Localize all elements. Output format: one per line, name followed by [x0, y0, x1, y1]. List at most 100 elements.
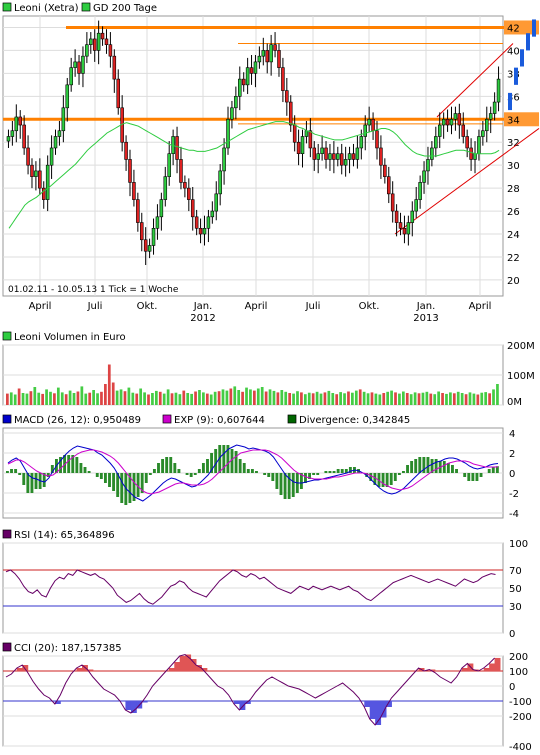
candle-body: [10, 130, 15, 137]
volume-bar: [127, 387, 131, 405]
highlight-level-badge: [504, 20, 539, 35]
highlight-level-label: 34: [507, 115, 520, 126]
candle-body: [406, 222, 411, 235]
volume-bar: [229, 388, 233, 405]
volume-bar: [401, 391, 405, 405]
candle-body: [351, 153, 356, 160]
legend-label-rsi: RSI (14): 65,364896: [14, 530, 115, 541]
volume-bar: [217, 391, 221, 405]
volume-bar: [335, 394, 339, 405]
divergence-bar: [99, 473, 103, 479]
volume-bar: [21, 393, 25, 405]
candle-body: [159, 199, 164, 218]
candle-body: [359, 136, 364, 149]
projection-bar: [532, 19, 536, 37]
candle-body: [363, 124, 367, 137]
divergence-bar: [165, 457, 169, 473]
candle-body: [230, 107, 234, 120]
volume-bar: [366, 393, 370, 405]
volume-bar: [253, 390, 256, 405]
cci-oversold-fill: [380, 701, 387, 718]
candle-body: [355, 147, 360, 160]
divergence-bar: [451, 465, 454, 473]
divergence-bar: [263, 473, 267, 475]
price-y-tick: 36: [507, 92, 520, 103]
candle-body: [296, 141, 301, 155]
volume-bar: [123, 391, 127, 405]
divergence-bar: [340, 469, 344, 473]
volume-bar: [413, 392, 417, 405]
cci-overbought-fill: [190, 659, 197, 671]
volume-bar: [41, 393, 45, 405]
candle-body: [434, 136, 438, 149]
divergence-bar: [238, 459, 242, 473]
volume-bar: [394, 392, 397, 405]
volume-bar: [452, 393, 456, 405]
candle-body: [96, 32, 101, 51]
divergence-bar: [491, 467, 495, 473]
divergence-bar: [108, 473, 111, 487]
cci-y-tick: 200: [509, 652, 528, 663]
divergence-bar: [140, 473, 144, 493]
candle-body: [308, 130, 313, 149]
candle-body: [49, 147, 54, 166]
legend-label-divergence: Divergence: 0,342845: [299, 415, 410, 426]
cci-oversold-fill: [234, 701, 240, 704]
volume-bar: [288, 393, 292, 405]
candle-body: [61, 107, 66, 132]
projection-bar: [508, 92, 512, 111]
candle-body: [140, 222, 144, 241]
candle-body: [179, 159, 183, 183]
volume-bar: [358, 389, 362, 405]
candle-body: [430, 147, 434, 160]
candle-body: [402, 227, 407, 235]
candle-body: [92, 38, 97, 51]
cci-overbought-fill: [87, 669, 94, 671]
divergence-bar: [414, 459, 418, 473]
divergence-bar: [112, 473, 116, 491]
cci-overbought-fill: [201, 668, 208, 671]
volume-bar: [319, 393, 323, 405]
volume-bar: [209, 394, 213, 405]
divergence-bar: [157, 463, 160, 473]
divergence-bar: [495, 466, 499, 473]
candle-body: [143, 239, 148, 252]
volume-bar: [72, 393, 76, 405]
volume-bar: [205, 393, 209, 405]
candle-body: [147, 245, 152, 252]
volume-bar: [315, 391, 319, 405]
candle-body: [449, 118, 454, 126]
rsi-y-tick: 0: [509, 629, 515, 640]
candle-body: [190, 199, 195, 218]
highlight-level-badge: [504, 112, 539, 127]
volume-bar: [143, 392, 146, 405]
candle-body: [288, 101, 293, 126]
volume-bar: [468, 392, 472, 405]
divergence-bar: [442, 461, 446, 473]
candle-body: [198, 227, 203, 235]
candle-body: [69, 67, 73, 86]
candle-body: [390, 193, 395, 212]
volume-bar: [296, 391, 299, 405]
divergence-bar: [18, 473, 22, 475]
divergence-bar: [299, 473, 303, 489]
volume-bar: [107, 364, 111, 405]
divergence-bar: [173, 463, 177, 473]
projection-bar: [520, 49, 524, 67]
cci-oversold-fill: [369, 701, 376, 719]
volume-bar: [202, 392, 205, 405]
divergence-bar: [34, 473, 38, 489]
candle-body: [261, 50, 266, 57]
volume-bar: [441, 393, 444, 405]
divergence-bar: [479, 473, 483, 477]
candle-body: [124, 141, 128, 160]
candle-body: [285, 90, 289, 103]
cci-y-tick: 100: [509, 667, 528, 678]
divergence-bar: [26, 473, 30, 493]
divergence-bar: [389, 473, 393, 485]
candle-body: [269, 44, 273, 63]
candle-body: [265, 50, 269, 63]
candle-body: [336, 153, 340, 160]
volume-bar: [433, 394, 437, 405]
volume-bar: [323, 392, 327, 405]
